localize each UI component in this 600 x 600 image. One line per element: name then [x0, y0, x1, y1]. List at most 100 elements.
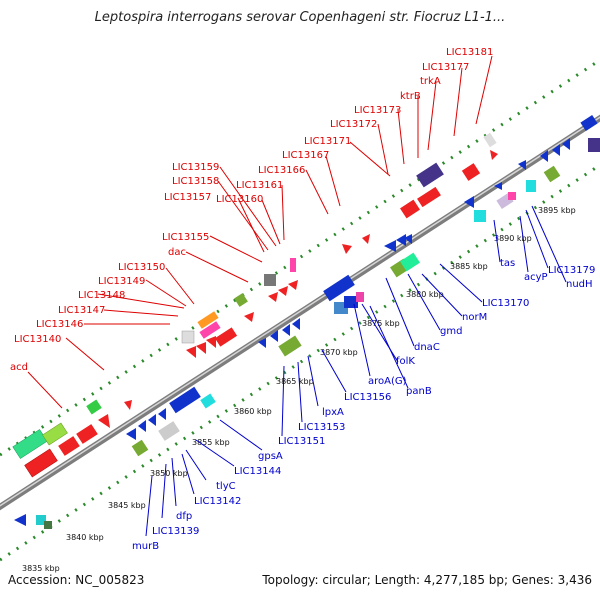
gene-label-lic13146: LIC13146 — [36, 319, 83, 330]
gene-label-lic13148: LIC13148 — [78, 290, 125, 301]
gene-block — [214, 327, 238, 347]
gene-block — [181, 330, 195, 344]
genome-summary: Topology: circular; Length: 4,277,185 bp… — [262, 573, 592, 587]
gene-arrow — [196, 342, 206, 354]
gene-block — [169, 386, 201, 414]
gene-label-lic13161: LIC13161 — [236, 180, 283, 191]
gene-arrow — [490, 150, 498, 160]
gene-label-lic13157: LIC13157 — [164, 192, 211, 203]
gene-label-tas: tas — [500, 258, 515, 269]
gene-block — [200, 393, 216, 409]
gene-label-lic13173: LIC13173 — [354, 105, 401, 116]
gene-block — [543, 165, 561, 183]
reverse-gene-label-texts: murB LIC13139 dfp LIC13142 tlyC LIC13144… — [132, 258, 595, 552]
gene-block — [199, 321, 221, 339]
gene-block — [86, 399, 102, 415]
gene-block — [526, 180, 536, 192]
kbp-label: 3865 kbp — [276, 377, 314, 386]
gene-block — [508, 192, 516, 200]
gene-label-lic13159: LIC13159 — [172, 162, 219, 173]
gene-arrow — [14, 514, 26, 526]
gene-block — [588, 138, 600, 152]
gene-label-lic13142: LIC13142 — [194, 496, 241, 507]
kbp-label: 3860 kbp — [234, 407, 272, 416]
reverse-tick-track — [0, 163, 600, 562]
reverse-features — [14, 114, 600, 529]
gene-arrow — [244, 312, 254, 322]
gene-block — [131, 439, 149, 457]
forward-features — [12, 132, 498, 478]
forward-gene-labels — [27, 55, 493, 409]
gene-label-murb: murB — [132, 541, 159, 552]
gene-label-lic13158: LIC13158 — [172, 176, 219, 187]
gene-arrow — [124, 400, 132, 410]
gene-label-trka: trkA — [420, 76, 441, 87]
gene-label-folk: folK — [396, 356, 415, 367]
gene-block — [44, 521, 52, 529]
gene-label-lic13160: LIC13160 — [216, 194, 263, 205]
gene-arrow — [494, 182, 502, 190]
gene-block — [290, 258, 296, 272]
gene-arrow — [138, 420, 146, 432]
gene-block — [416, 162, 444, 188]
gene-block — [264, 274, 276, 286]
gene-label-lic13147: LIC13147 — [58, 305, 105, 316]
gene-arrow — [282, 324, 290, 336]
gene-arrow — [278, 286, 288, 296]
gene-label-lic13170: LIC13170 — [482, 298, 529, 309]
gene-block — [24, 448, 58, 478]
map-title: Leptospira interrogans serovar Copenhage… — [94, 10, 506, 25]
gene-label-gmd: gmd — [440, 326, 462, 337]
gene-arrow — [288, 280, 298, 290]
gene-arrow — [258, 338, 266, 348]
gene-label-aroa-g: aroA(G) — [368, 376, 407, 387]
kbp-label: 3850 kbp — [150, 469, 188, 478]
gene-arrow — [464, 196, 474, 208]
gene-label-lpxa: lpxA — [322, 407, 344, 418]
gene-arrow — [206, 336, 216, 348]
gene-label-dac: dac — [168, 247, 186, 258]
gene-label-gpsa: gpsA — [258, 451, 283, 462]
gene-arrow — [158, 408, 166, 420]
gene-label-lic13140: LIC13140 — [14, 334, 61, 345]
gene-arrow — [270, 330, 278, 342]
gene-label-acd: acd — [10, 362, 28, 373]
kbp-label: 3890 kbp — [494, 234, 532, 243]
gene-label-norm: norM — [462, 312, 487, 323]
kbp-label: 3870 kbp — [320, 348, 358, 357]
gene-block — [197, 311, 219, 329]
gene-label-lic13149: LIC13149 — [98, 276, 145, 287]
gene-label-panb: panB — [406, 386, 432, 397]
accession-text: Accession: NC_005823 — [8, 573, 145, 587]
gene-arrow — [396, 234, 406, 246]
gene-arrow — [148, 414, 156, 426]
gene-block — [158, 421, 180, 441]
gene-arrow — [540, 150, 548, 162]
kbp-label: 3885 kbp — [450, 262, 488, 271]
kbp-label: 3895 kbp — [538, 206, 576, 215]
gene-label-lic13151: LIC13151 — [278, 436, 325, 447]
gene-arrow — [342, 244, 352, 254]
dna-backbone — [0, 114, 600, 511]
gene-label-ktrb: ktrB — [400, 91, 421, 102]
gene-block — [400, 199, 420, 219]
gene-label-lic13139: LIC13139 — [152, 526, 199, 537]
gene-label-lic13150: LIC13150 — [118, 262, 165, 273]
gene-label-lic13177: LIC13177 — [422, 62, 469, 73]
gene-arrow — [518, 160, 526, 170]
gene-label-lic13156: LIC13156 — [344, 392, 391, 403]
gene-arrow — [562, 138, 570, 150]
gene-label-acyp: acyP — [524, 272, 548, 283]
gene-label-lic13172: LIC13172 — [330, 119, 377, 130]
gene-label-tlyc: tlyC — [216, 481, 236, 492]
gene-block — [461, 163, 481, 181]
gene-block — [344, 296, 358, 308]
gene-block — [580, 114, 598, 132]
gene-arrow — [404, 234, 412, 244]
kbp-label: 3845 kbp — [108, 501, 146, 510]
kbp-label: 3835 kbp — [22, 564, 60, 573]
gene-label-lic13144: LIC13144 — [234, 466, 281, 477]
kbp-scale: 3835 kbp 3840 kbp 3845 kbp 3850 kbp 3855… — [22, 206, 576, 573]
gene-block — [278, 335, 302, 357]
